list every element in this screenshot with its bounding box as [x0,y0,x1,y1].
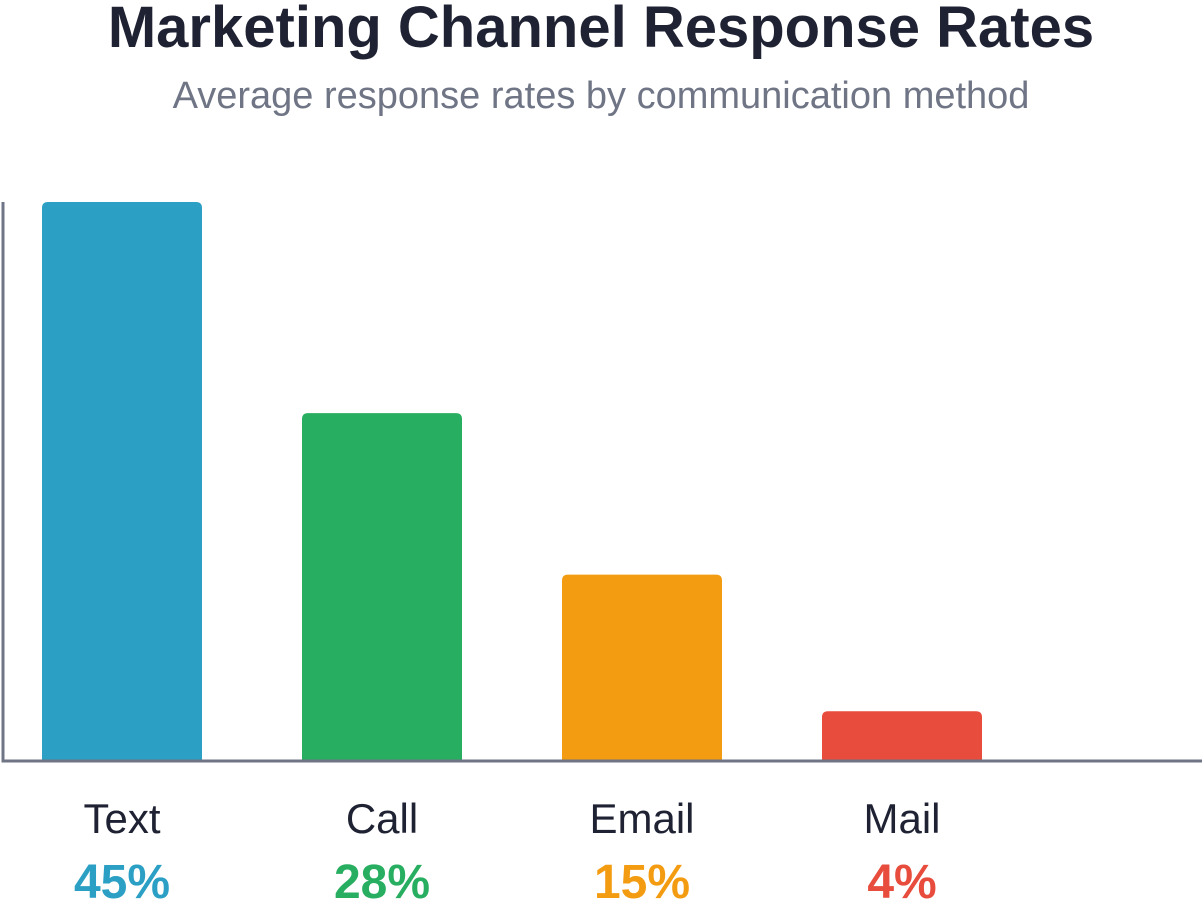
bars-group [42,202,982,761]
bar-email [562,574,722,761]
category-label-text: Text [83,795,160,842]
category-label-email: Email [589,795,694,842]
bar-text [42,202,202,761]
chart-subtitle: Average response rates by communication … [172,75,1030,117]
value-label-text: 45% [74,856,170,899]
bar-mail [822,711,982,761]
value-label-mail: 4% [867,856,936,899]
value-label-email: 15% [594,856,690,899]
category-label-mail: Mail [863,795,940,842]
bar-call [302,413,462,761]
category-label-call: Call [346,795,418,842]
value-label-call: 28% [334,856,430,899]
labels-group: Text 45% Call 28% Email 15% Mail 4% [74,795,941,899]
chart-title: Marketing Channel Response Rates [107,0,1095,60]
